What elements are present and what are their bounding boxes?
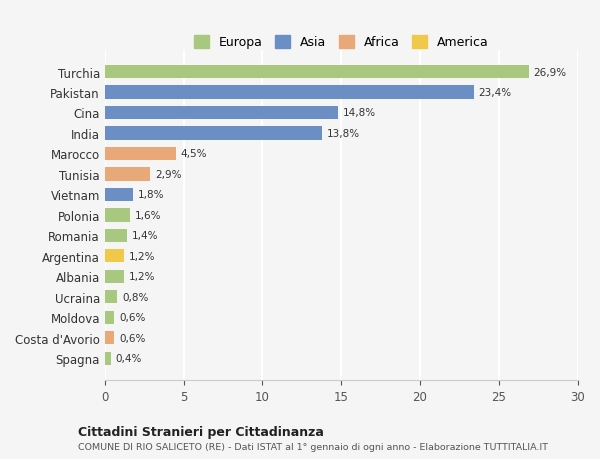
- Text: Cittadini Stranieri per Cittadinanza: Cittadini Stranieri per Cittadinanza: [78, 425, 324, 438]
- Bar: [105, 147, 176, 161]
- Text: 1,4%: 1,4%: [131, 231, 158, 241]
- Text: 0,6%: 0,6%: [119, 313, 145, 323]
- Text: 1,2%: 1,2%: [128, 251, 155, 261]
- Bar: [105, 209, 130, 222]
- Text: 0,8%: 0,8%: [122, 292, 148, 302]
- Bar: [105, 66, 529, 79]
- Bar: [105, 270, 124, 283]
- Legend: Europa, Asia, Africa, America: Europa, Asia, Africa, America: [188, 31, 494, 54]
- Text: 1,8%: 1,8%: [138, 190, 164, 200]
- Text: 0,4%: 0,4%: [116, 353, 142, 364]
- Bar: [105, 331, 114, 345]
- Bar: [105, 311, 114, 324]
- Bar: [105, 127, 322, 140]
- Text: 4,5%: 4,5%: [181, 149, 207, 159]
- Text: 13,8%: 13,8%: [327, 129, 360, 139]
- Bar: [105, 250, 124, 263]
- Bar: [105, 229, 127, 242]
- Text: 0,6%: 0,6%: [119, 333, 145, 343]
- Bar: [105, 106, 338, 120]
- Text: 1,2%: 1,2%: [128, 272, 155, 282]
- Text: COMUNE DI RIO SALICETO (RE) - Dati ISTAT al 1° gennaio di ogni anno - Elaborazio: COMUNE DI RIO SALICETO (RE) - Dati ISTAT…: [78, 442, 548, 451]
- Bar: [105, 352, 111, 365]
- Text: 2,9%: 2,9%: [155, 169, 182, 179]
- Bar: [105, 291, 118, 304]
- Bar: [105, 188, 133, 202]
- Text: 26,9%: 26,9%: [533, 67, 566, 78]
- Text: 23,4%: 23,4%: [478, 88, 511, 98]
- Text: 1,6%: 1,6%: [134, 210, 161, 220]
- Bar: [105, 168, 151, 181]
- Bar: [105, 86, 473, 100]
- Text: 14,8%: 14,8%: [343, 108, 376, 118]
